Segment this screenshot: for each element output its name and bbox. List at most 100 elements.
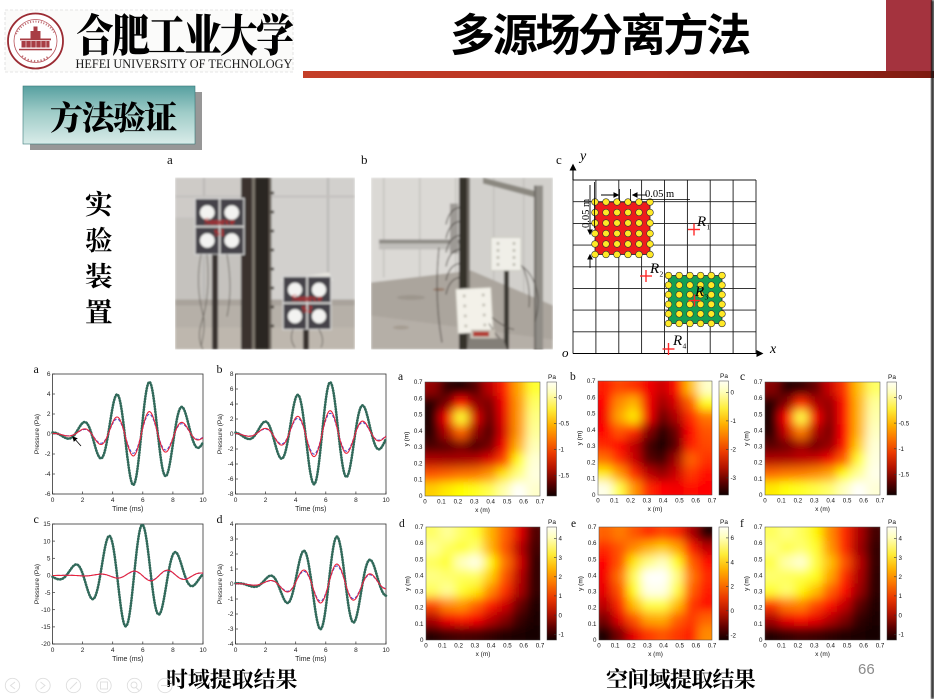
svg-text:0.4: 0.4 bbox=[754, 572, 763, 579]
svg-text:0.5: 0.5 bbox=[503, 643, 512, 650]
svg-text:0.7: 0.7 bbox=[536, 499, 545, 506]
svg-text:c: c bbox=[556, 152, 562, 167]
svg-text:-4: -4 bbox=[45, 471, 51, 478]
svg-text:0.4: 0.4 bbox=[414, 428, 423, 435]
svg-text:0.4: 0.4 bbox=[826, 498, 835, 505]
svg-text:R: R bbox=[672, 333, 682, 349]
svg-text:e: e bbox=[571, 518, 576, 530]
svg-text:0.6: 0.6 bbox=[691, 498, 700, 505]
svg-text:0.2: 0.2 bbox=[587, 459, 596, 466]
svg-text:2: 2 bbox=[731, 584, 735, 591]
svg-text:0.7: 0.7 bbox=[876, 498, 885, 505]
svg-text:2: 2 bbox=[264, 647, 268, 654]
svg-text:4: 4 bbox=[111, 647, 115, 654]
svg-text:Pressure (Pa): Pressure (Pa) bbox=[217, 564, 224, 604]
svg-text:Pa: Pa bbox=[720, 373, 728, 380]
svg-text:0: 0 bbox=[423, 499, 427, 506]
svg-text:0.3: 0.3 bbox=[754, 444, 763, 451]
svg-text:0.4: 0.4 bbox=[659, 498, 668, 505]
svg-text:0: 0 bbox=[596, 498, 600, 505]
svg-text:0.5: 0.5 bbox=[588, 556, 597, 563]
svg-text:0.2: 0.2 bbox=[627, 643, 636, 650]
svg-text:x (m): x (m) bbox=[648, 506, 663, 513]
svg-text:6: 6 bbox=[141, 647, 145, 654]
svg-text:0.6: 0.6 bbox=[587, 394, 596, 401]
svg-text:0.1: 0.1 bbox=[610, 498, 619, 505]
svg-text:y (m): y (m) bbox=[744, 431, 751, 446]
svg-text:-5: -5 bbox=[45, 590, 51, 597]
svg-text:y (m): y (m) bbox=[744, 576, 751, 591]
svg-text:0.3: 0.3 bbox=[414, 444, 423, 451]
svg-text:0.5: 0.5 bbox=[503, 499, 512, 506]
svg-text:8: 8 bbox=[171, 647, 175, 654]
svg-text:d: d bbox=[399, 518, 405, 530]
svg-text:Time (ms): Time (ms) bbox=[295, 506, 326, 513]
svg-text:-1.5: -1.5 bbox=[559, 473, 570, 480]
svg-text:0.6: 0.6 bbox=[754, 540, 763, 547]
svg-text:0.6: 0.6 bbox=[754, 395, 763, 402]
svg-text:b: b bbox=[570, 371, 576, 383]
svg-text:0: 0 bbox=[559, 395, 563, 402]
svg-text:0: 0 bbox=[230, 431, 234, 438]
svg-text:0.6: 0.6 bbox=[415, 540, 424, 547]
svg-text:3: 3 bbox=[559, 555, 563, 562]
svg-text:-1.5: -1.5 bbox=[899, 472, 910, 479]
svg-text:0.4: 0.4 bbox=[486, 499, 495, 506]
svg-text:6: 6 bbox=[230, 386, 234, 393]
svg-text:S2: S2 bbox=[301, 305, 312, 316]
svg-text:0.5: 0.5 bbox=[675, 498, 684, 505]
svg-text:-6: -6 bbox=[228, 476, 234, 483]
svg-text:R: R bbox=[694, 284, 704, 300]
svg-text:2: 2 bbox=[899, 574, 903, 581]
svg-text:Source: Source bbox=[292, 294, 323, 305]
svg-text:8: 8 bbox=[230, 371, 234, 378]
svg-text:0.6: 0.6 bbox=[414, 395, 423, 402]
svg-text:0.4: 0.4 bbox=[415, 572, 424, 579]
svg-text:-3: -3 bbox=[228, 626, 234, 633]
svg-text:0.2: 0.2 bbox=[754, 605, 763, 612]
svg-text:0.7: 0.7 bbox=[415, 524, 424, 531]
svg-text:b: b bbox=[217, 362, 223, 376]
svg-text:0.7: 0.7 bbox=[708, 643, 717, 650]
svg-text:0.3: 0.3 bbox=[810, 498, 819, 505]
svg-text:4: 4 bbox=[731, 559, 735, 566]
svg-text:0.5: 0.5 bbox=[414, 412, 423, 419]
svg-text:0.4: 0.4 bbox=[659, 643, 668, 650]
svg-text:10: 10 bbox=[199, 647, 207, 654]
svg-text:y (m): y (m) bbox=[578, 576, 585, 591]
svg-text:0.5: 0.5 bbox=[587, 411, 596, 418]
svg-text:Pressure (Pa): Pressure (Pa) bbox=[34, 414, 41, 454]
svg-text:Pa: Pa bbox=[888, 519, 896, 526]
svg-text:0: 0 bbox=[899, 395, 903, 402]
svg-text:10: 10 bbox=[199, 497, 207, 504]
svg-text:10: 10 bbox=[382, 647, 390, 654]
svg-text:-2: -2 bbox=[228, 611, 234, 618]
svg-text:-4: -4 bbox=[228, 461, 234, 468]
svg-text:2: 2 bbox=[230, 416, 234, 423]
svg-text:0: 0 bbox=[759, 492, 763, 499]
svg-text:0: 0 bbox=[763, 498, 767, 505]
svg-text:R: R bbox=[649, 261, 659, 277]
svg-text:0: 0 bbox=[559, 612, 563, 619]
svg-text:0.3: 0.3 bbox=[415, 589, 424, 596]
svg-text:0.1: 0.1 bbox=[587, 476, 596, 483]
svg-text:Pressure (Pa): Pressure (Pa) bbox=[217, 414, 224, 454]
svg-text:0: 0 bbox=[731, 390, 735, 397]
svg-text:0.6: 0.6 bbox=[519, 643, 528, 650]
svg-text:3: 3 bbox=[230, 536, 234, 543]
svg-text:0.4: 0.4 bbox=[754, 427, 763, 434]
svg-text:x (m): x (m) bbox=[815, 506, 830, 513]
svg-text:1: 1 bbox=[230, 566, 234, 573]
svg-text:-8: -8 bbox=[228, 491, 234, 498]
svg-text:0.2: 0.2 bbox=[454, 643, 463, 650]
svg-text:0.3: 0.3 bbox=[810, 643, 819, 650]
svg-text:0.5: 0.5 bbox=[754, 556, 763, 563]
svg-text:y: y bbox=[578, 149, 587, 164]
svg-text:0: 0 bbox=[47, 573, 51, 580]
svg-text:0.7: 0.7 bbox=[588, 524, 597, 531]
svg-text:-0.5: -0.5 bbox=[899, 420, 910, 427]
svg-text:0.2: 0.2 bbox=[794, 643, 803, 650]
svg-text:6: 6 bbox=[324, 497, 328, 504]
svg-text:y (m): y (m) bbox=[577, 431, 584, 446]
svg-text:-1: -1 bbox=[731, 418, 737, 425]
